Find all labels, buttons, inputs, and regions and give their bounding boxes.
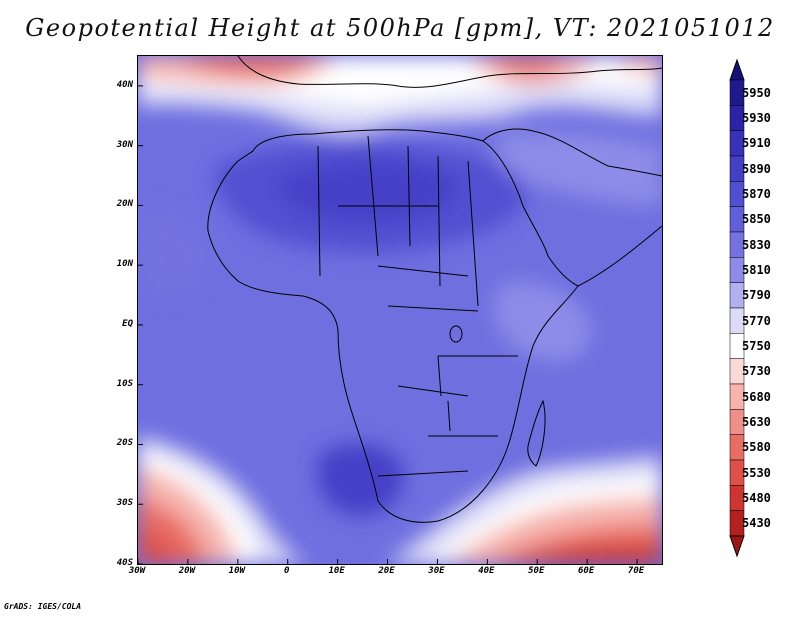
lat-label: 40S <box>116 558 133 568</box>
lon-label: 30W <box>128 566 146 576</box>
lon-label: 0 <box>283 566 290 576</box>
map-panel <box>137 55 663 565</box>
lat-label: 30S <box>116 498 133 509</box>
map-title: Geopotential Height at 500hPa [gpm], VT:… <box>25 14 775 42</box>
lat-label: 10N <box>116 259 133 270</box>
colorbar-bottom-arrow <box>729 535 745 558</box>
height-field-map <box>138 56 662 564</box>
colorbar-label: 5950 <box>742 85 771 100</box>
colorbar-label: 5480 <box>742 491 771 505</box>
lon-label: 30E <box>428 566 445 576</box>
lat-label: 10S <box>116 378 133 389</box>
colorbar-label: 5790 <box>742 288 771 303</box>
lat-label: 30N <box>116 139 133 150</box>
colorbar-label: 5890 <box>742 161 771 176</box>
colorbar-label: 5680 <box>742 389 771 404</box>
colorbar-label: 5850 <box>742 212 771 227</box>
colorbar-label: 5770 <box>742 313 771 328</box>
colorbar <box>729 58 745 558</box>
colorbar-top-arrow <box>729 58 745 81</box>
lon-label: 70E <box>627 566 645 576</box>
lon-label: 20W <box>178 566 196 576</box>
lake-lines <box>437 325 463 432</box>
lon-label: 20E <box>378 566 395 576</box>
colorbar-label: 5930 <box>742 111 771 125</box>
colorbar-label: 5580 <box>742 440 771 455</box>
colorbar-label: 5730 <box>742 364 771 379</box>
lon-label: 10E <box>328 566 345 576</box>
lat-label: 40N <box>116 79 133 90</box>
colorbar-label: 5530 <box>742 465 771 480</box>
colorbar-label: 5630 <box>742 415 771 429</box>
lat-label: 20S <box>116 438 133 449</box>
colorbar-label: 5830 <box>742 237 771 252</box>
lon-label: 50E <box>528 566 545 576</box>
coastline-lines <box>207 56 662 523</box>
lon-label: 60E <box>578 566 595 576</box>
colorbar-label: 5750 <box>742 339 771 353</box>
colorbar-label: 5430 <box>742 516 771 531</box>
lat-label: EQ <box>122 318 133 329</box>
lat-label: 20N <box>116 199 133 210</box>
lon-label: 10W <box>228 566 245 576</box>
colorbar-label: 5910 <box>742 136 771 151</box>
grads-credit: GrADS: IGES/COLA <box>4 602 82 611</box>
colorbar-label: 5810 <box>742 263 771 277</box>
lon-label: 40E <box>478 566 495 576</box>
colorbar-label: 5870 <box>742 187 771 201</box>
